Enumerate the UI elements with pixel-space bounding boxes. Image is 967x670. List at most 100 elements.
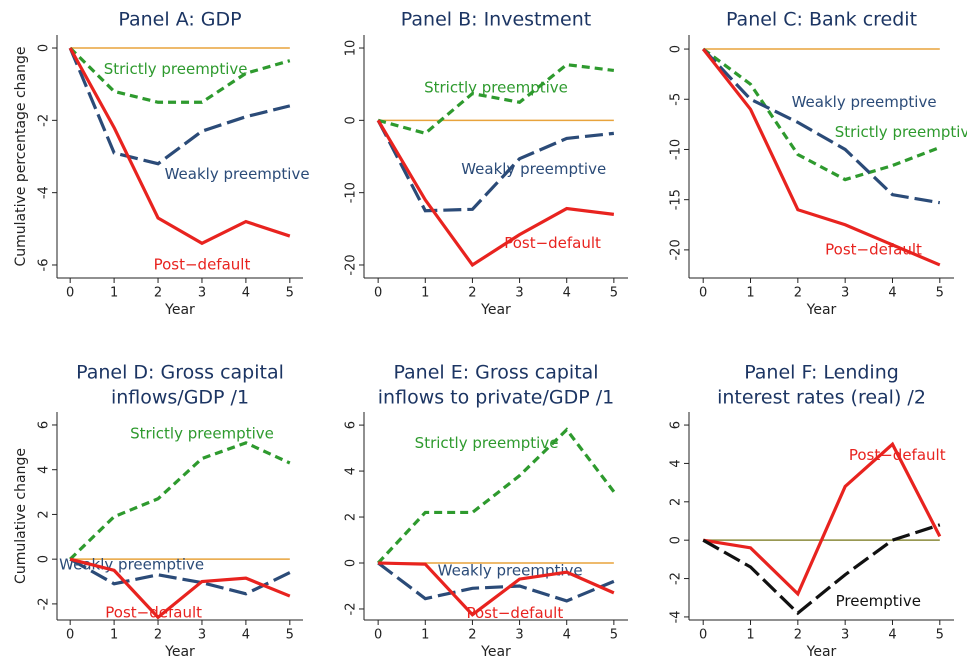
series-line	[702, 523, 941, 616]
x-tick-label: 3	[841, 628, 849, 643]
y-tick-label: 4	[344, 467, 359, 475]
x-tick-label: 2	[468, 628, 476, 643]
y-tick-label: -2	[37, 114, 52, 127]
panel-title: inflows to private/GDP /1	[378, 387, 614, 409]
series-line	[702, 441, 942, 597]
x-tick-label: 0	[374, 628, 382, 643]
x-tick-label: 1	[421, 628, 429, 643]
x-axis-label: Year	[480, 644, 511, 660]
series-label: Post−default	[504, 234, 601, 252]
series-line	[376, 427, 616, 565]
x-axis-label: Year	[164, 644, 195, 660]
y-tick-label: 2	[37, 510, 52, 518]
y-tick-label: 0	[669, 536, 684, 544]
y-tick-label: -5	[669, 93, 684, 106]
series-line	[69, 46, 291, 104]
x-tick-label: 2	[794, 286, 802, 301]
series-label: Post−default	[825, 240, 922, 258]
panel-title: Panel E: Gross capital	[393, 362, 598, 384]
y-tick-label: -2	[344, 602, 359, 615]
x-tick-label: 0	[66, 286, 74, 301]
series-line	[701, 48, 941, 267]
panel-title: inflows/GDP /1	[111, 387, 249, 409]
series-line	[68, 47, 291, 246]
y-tick-label: 0	[344, 116, 359, 124]
series-label: Strictly preemptive	[415, 434, 559, 452]
x-tick-label: 1	[746, 628, 754, 643]
panel-title: Panel F: Lending	[744, 362, 899, 384]
series-line	[376, 119, 615, 268]
x-tick-label: 4	[242, 628, 250, 643]
series-line	[68, 47, 291, 166]
x-tick-label: 4	[563, 628, 571, 643]
x-tick-label: 3	[841, 286, 849, 301]
x-tick-label: 5	[610, 628, 618, 643]
x-axis-label: Year	[806, 644, 837, 660]
y-tick-label: 4	[669, 459, 684, 467]
y-tick-label: -10	[669, 139, 684, 160]
series-label: Strictly preemptive	[104, 60, 248, 78]
y-axis-label: Cumulative percentage change	[13, 46, 29, 266]
x-tick-label: 4	[242, 286, 250, 301]
series-label: Weakly preemptive	[165, 165, 310, 183]
x-tick-label: 1	[110, 286, 118, 301]
y-tick-label: 0	[344, 559, 359, 567]
series-line	[378, 561, 615, 617]
series-label: Strictly preemptive	[130, 424, 274, 442]
y-tick-label: -2	[37, 597, 52, 610]
y-tick-label: 10	[344, 40, 359, 57]
panel-title: Panel D: Gross capital	[76, 362, 284, 384]
series-label: Post−default	[849, 446, 946, 464]
x-axis-label: Year	[164, 302, 195, 318]
y-tick-label: -15	[669, 189, 684, 210]
panel-title: Panel C: Bank credit	[726, 9, 917, 31]
y-tick-label: -20	[669, 239, 684, 260]
y-tick-label: 2	[669, 498, 684, 506]
y-axis-label: Cumulative change	[13, 448, 29, 584]
panel-title: Panel A: GDP	[118, 9, 241, 31]
x-tick-label: 0	[699, 628, 707, 643]
series-line	[69, 441, 291, 561]
series-line	[377, 62, 615, 136]
y-tick-label: -2	[669, 572, 684, 585]
x-tick-label: 1	[746, 286, 754, 301]
series-label: Preemptive	[836, 592, 921, 610]
series-line	[702, 47, 941, 205]
y-tick-label: 4	[37, 466, 52, 474]
y-tick-label: 6	[37, 421, 52, 429]
series-label: Weakly preemptive	[461, 160, 606, 178]
x-tick-label: 1	[110, 628, 118, 643]
y-tick-label: 0	[37, 44, 52, 52]
series-label: Strictly preemptive	[424, 78, 568, 96]
series-label: Weakly preemptive	[792, 93, 937, 111]
y-tick-label: 0	[37, 555, 52, 563]
y-tick-label: 2	[344, 513, 359, 521]
x-tick-label: 2	[154, 628, 162, 643]
y-tick-label: -20	[344, 254, 359, 275]
series-line	[69, 557, 291, 620]
x-tick-label: 4	[563, 286, 571, 301]
series-label: Weakly preemptive	[59, 555, 204, 573]
series-label: Post−default	[466, 604, 563, 622]
y-tick-label: -6	[37, 258, 52, 271]
series-label: Weakly preemptive	[438, 562, 583, 580]
series-line	[702, 47, 941, 182]
y-tick-label: -4	[37, 186, 52, 199]
x-tick-label: 4	[888, 286, 896, 301]
series-line	[377, 561, 615, 603]
series-line	[376, 119, 615, 213]
x-tick-label: 5	[610, 286, 618, 301]
x-tick-label: 5	[286, 286, 294, 301]
x-tick-label: 3	[198, 286, 206, 301]
series-label: Post−default	[105, 603, 202, 621]
y-tick-label: 6	[669, 421, 684, 429]
x-tick-label: 2	[468, 286, 476, 301]
x-tick-label: 3	[515, 286, 523, 301]
x-tick-label: 0	[66, 628, 74, 643]
x-tick-label: 0	[699, 286, 707, 301]
x-tick-label: 5	[936, 286, 944, 301]
x-tick-label: 1	[421, 286, 429, 301]
y-tick-label: 6	[344, 421, 359, 429]
x-tick-label: 5	[286, 628, 294, 643]
